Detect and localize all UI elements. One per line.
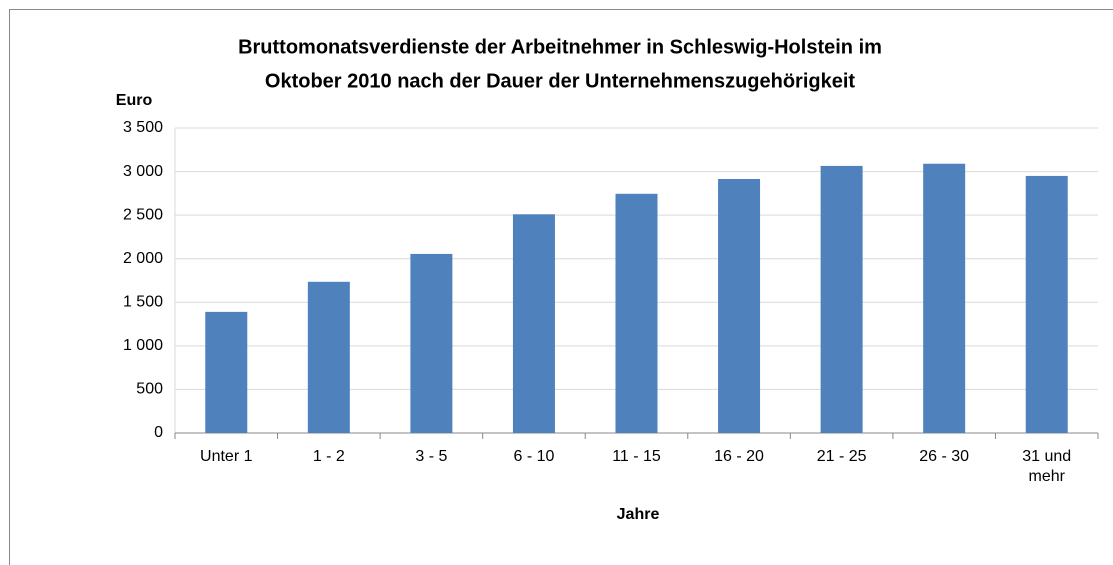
x-tick-label: 3 - 5 bbox=[415, 448, 448, 465]
y-tick-label: 1 000 bbox=[123, 337, 163, 354]
y-tick-label: 2 500 bbox=[123, 206, 163, 223]
y-tick-label: 500 bbox=[136, 381, 163, 398]
bar bbox=[718, 178, 761, 433]
bar bbox=[615, 193, 658, 433]
y-tick-label: 1 500 bbox=[123, 294, 163, 311]
chart-title: Bruttomonatsverdienste der Arbeitnehmer … bbox=[238, 36, 882, 58]
chart-title: Oktober 2010 nach der Dauer der Unterneh… bbox=[265, 70, 856, 92]
x-tick-label: 1 - 2 bbox=[312, 448, 345, 465]
bar bbox=[820, 165, 863, 433]
bar bbox=[410, 253, 453, 433]
frame bbox=[9, 9, 1113, 565]
y-axis-label: Euro bbox=[116, 92, 153, 109]
bar bbox=[307, 281, 350, 433]
x-tick-label: 21 - 25 bbox=[816, 448, 867, 465]
x-tick-label: 31 und mehr bbox=[1022, 448, 1072, 485]
x-tick-label: 26 - 30 bbox=[919, 448, 970, 465]
bar bbox=[512, 214, 555, 433]
y-tick-label: 3 500 bbox=[123, 119, 163, 136]
x-tick-label: 11 - 15 bbox=[612, 448, 661, 465]
bar bbox=[923, 163, 966, 433]
x-tick-label: Unter 1 bbox=[200, 448, 253, 465]
x-tick-label: 16 - 20 bbox=[714, 448, 764, 465]
x-tick-label: 6 - 10 bbox=[513, 448, 555, 465]
bar bbox=[205, 311, 248, 433]
bar bbox=[1025, 175, 1068, 433]
y-tick-label: 2 000 bbox=[123, 250, 163, 267]
y-tick-label: 0 bbox=[154, 424, 163, 441]
y-tick-label: 3 000 bbox=[123, 163, 163, 180]
x-axis-label: Jahre bbox=[617, 506, 660, 523]
